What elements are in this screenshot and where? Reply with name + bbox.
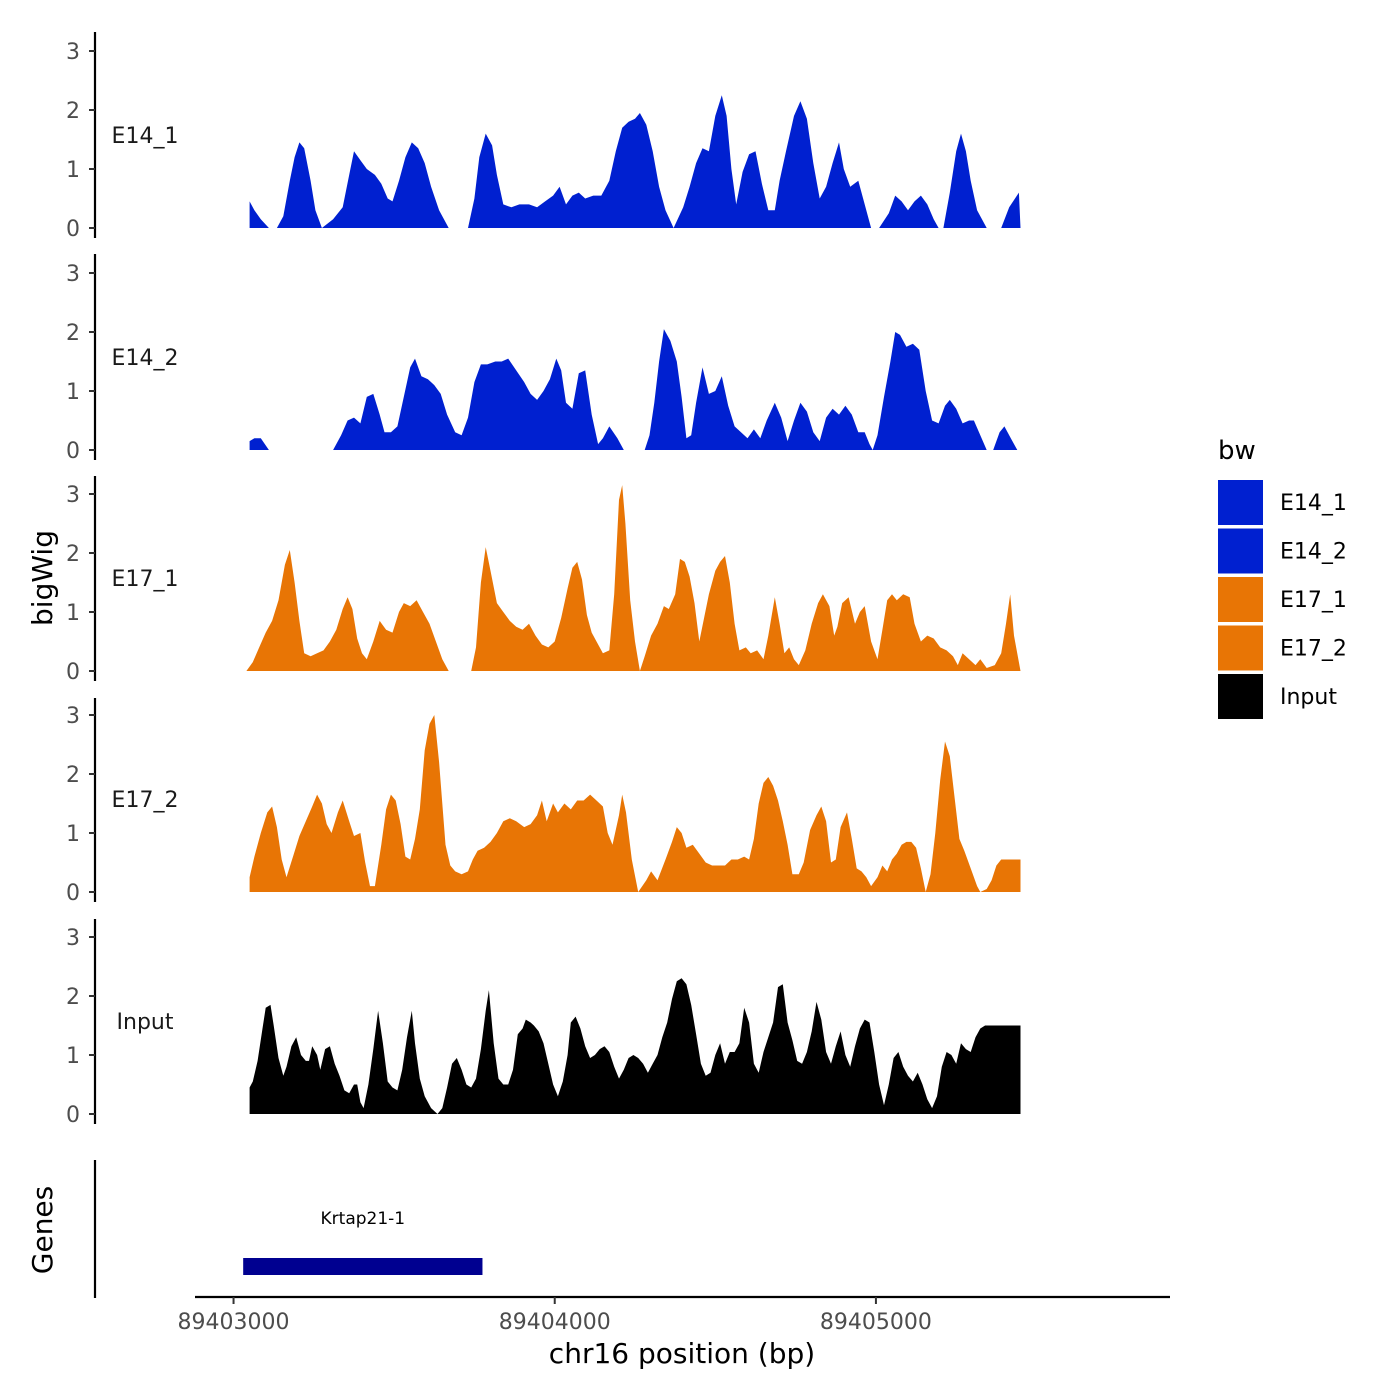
x-tick-label: 89405000	[820, 1310, 932, 1335]
legend-label: E14_2	[1280, 540, 1347, 565]
signal-area-e17-1	[246, 485, 1021, 671]
y-tick-label: 1	[66, 822, 80, 847]
gene-label: Krtap21-1	[321, 1209, 406, 1229]
track-e14-2: 0 1 2 3 E14_2	[66, 254, 1018, 464]
legend-label: E14_1	[1280, 491, 1347, 516]
track-e17-2: 0 1 2 3 E17_2	[66, 698, 1021, 906]
y-tick-label: 2	[66, 985, 80, 1010]
y-tick-label: 2	[66, 542, 80, 567]
y-tick-label: 2	[66, 321, 80, 346]
y-tick-label: 1	[66, 1044, 80, 1069]
y-tick-label: 0	[66, 660, 80, 685]
legend-label: E17_1	[1280, 588, 1347, 613]
legend-title: bw	[1218, 436, 1256, 466]
y-tick-label: 2	[66, 763, 80, 788]
signal-area-e17-2	[249, 715, 1021, 892]
y-tick-label: 3	[66, 40, 80, 65]
y-tick-label: 0	[66, 217, 80, 242]
genes-panel-title: Genes	[26, 1186, 59, 1274]
signal-area-e14-2	[249, 329, 1018, 450]
signal-area-e14-1	[249, 95, 1021, 228]
x-tick-label: 89403000	[178, 1310, 290, 1335]
y-tick-label: 3	[66, 483, 80, 508]
x-axis: 89403000 89404000 89405000	[178, 1295, 1170, 1335]
legend-swatch-e14-2	[1218, 528, 1263, 574]
y-tick-label: 0	[66, 1103, 80, 1128]
legend-swatch-e14-1	[1218, 480, 1263, 525]
y-tick-label: 3	[66, 926, 80, 951]
track-panels: 0 1 2 3 E14_1 0 1 2 3 E14_2 0 1 2 3 E17_1 0 1 2 3 E17_2 0 1 2 3…	[66, 32, 1021, 1128]
track-label: Input	[117, 1010, 174, 1035]
legend-swatch-e17-2	[1218, 625, 1263, 671]
y-tick-label: 0	[66, 439, 80, 464]
x-tick-label: 89404000	[499, 1310, 611, 1335]
track-e14-1: 0 1 2 3 E14_1	[66, 32, 1021, 242]
track-label: E17_1	[112, 567, 179, 592]
y-axis-title: bigWig	[26, 530, 59, 626]
track-label: E14_2	[112, 346, 179, 371]
track-input: 0 1 2 3 Input	[66, 919, 1021, 1128]
y-tick-label: 3	[66, 704, 80, 729]
signal-area-input	[249, 978, 1021, 1114]
y-tick-label: 3	[66, 262, 80, 287]
x-axis-title: chr16 position (bp)	[549, 1337, 815, 1370]
track-label: E17_2	[112, 788, 179, 813]
legend-swatch-input	[1218, 674, 1263, 719]
y-tick-label: 2	[66, 99, 80, 124]
legend-label: Input	[1280, 685, 1337, 710]
track-e17-1: 0 1 2 3 E17_1	[66, 476, 1021, 685]
y-tick-label: 1	[66, 158, 80, 183]
y-tick-label: 0	[66, 881, 80, 906]
gene-body	[243, 1258, 483, 1275]
legend: bw E14_1 E14_2 E17_1 E17_2 Input	[1218, 436, 1347, 719]
legend-swatch-e17-1	[1218, 577, 1263, 622]
y-tick-label: 1	[66, 380, 80, 405]
legend-label: E17_2	[1280, 637, 1347, 662]
track-label: E14_1	[112, 124, 179, 149]
gene-panel: Krtap21-1	[93, 1160, 483, 1298]
y-tick-label: 1	[66, 601, 80, 626]
